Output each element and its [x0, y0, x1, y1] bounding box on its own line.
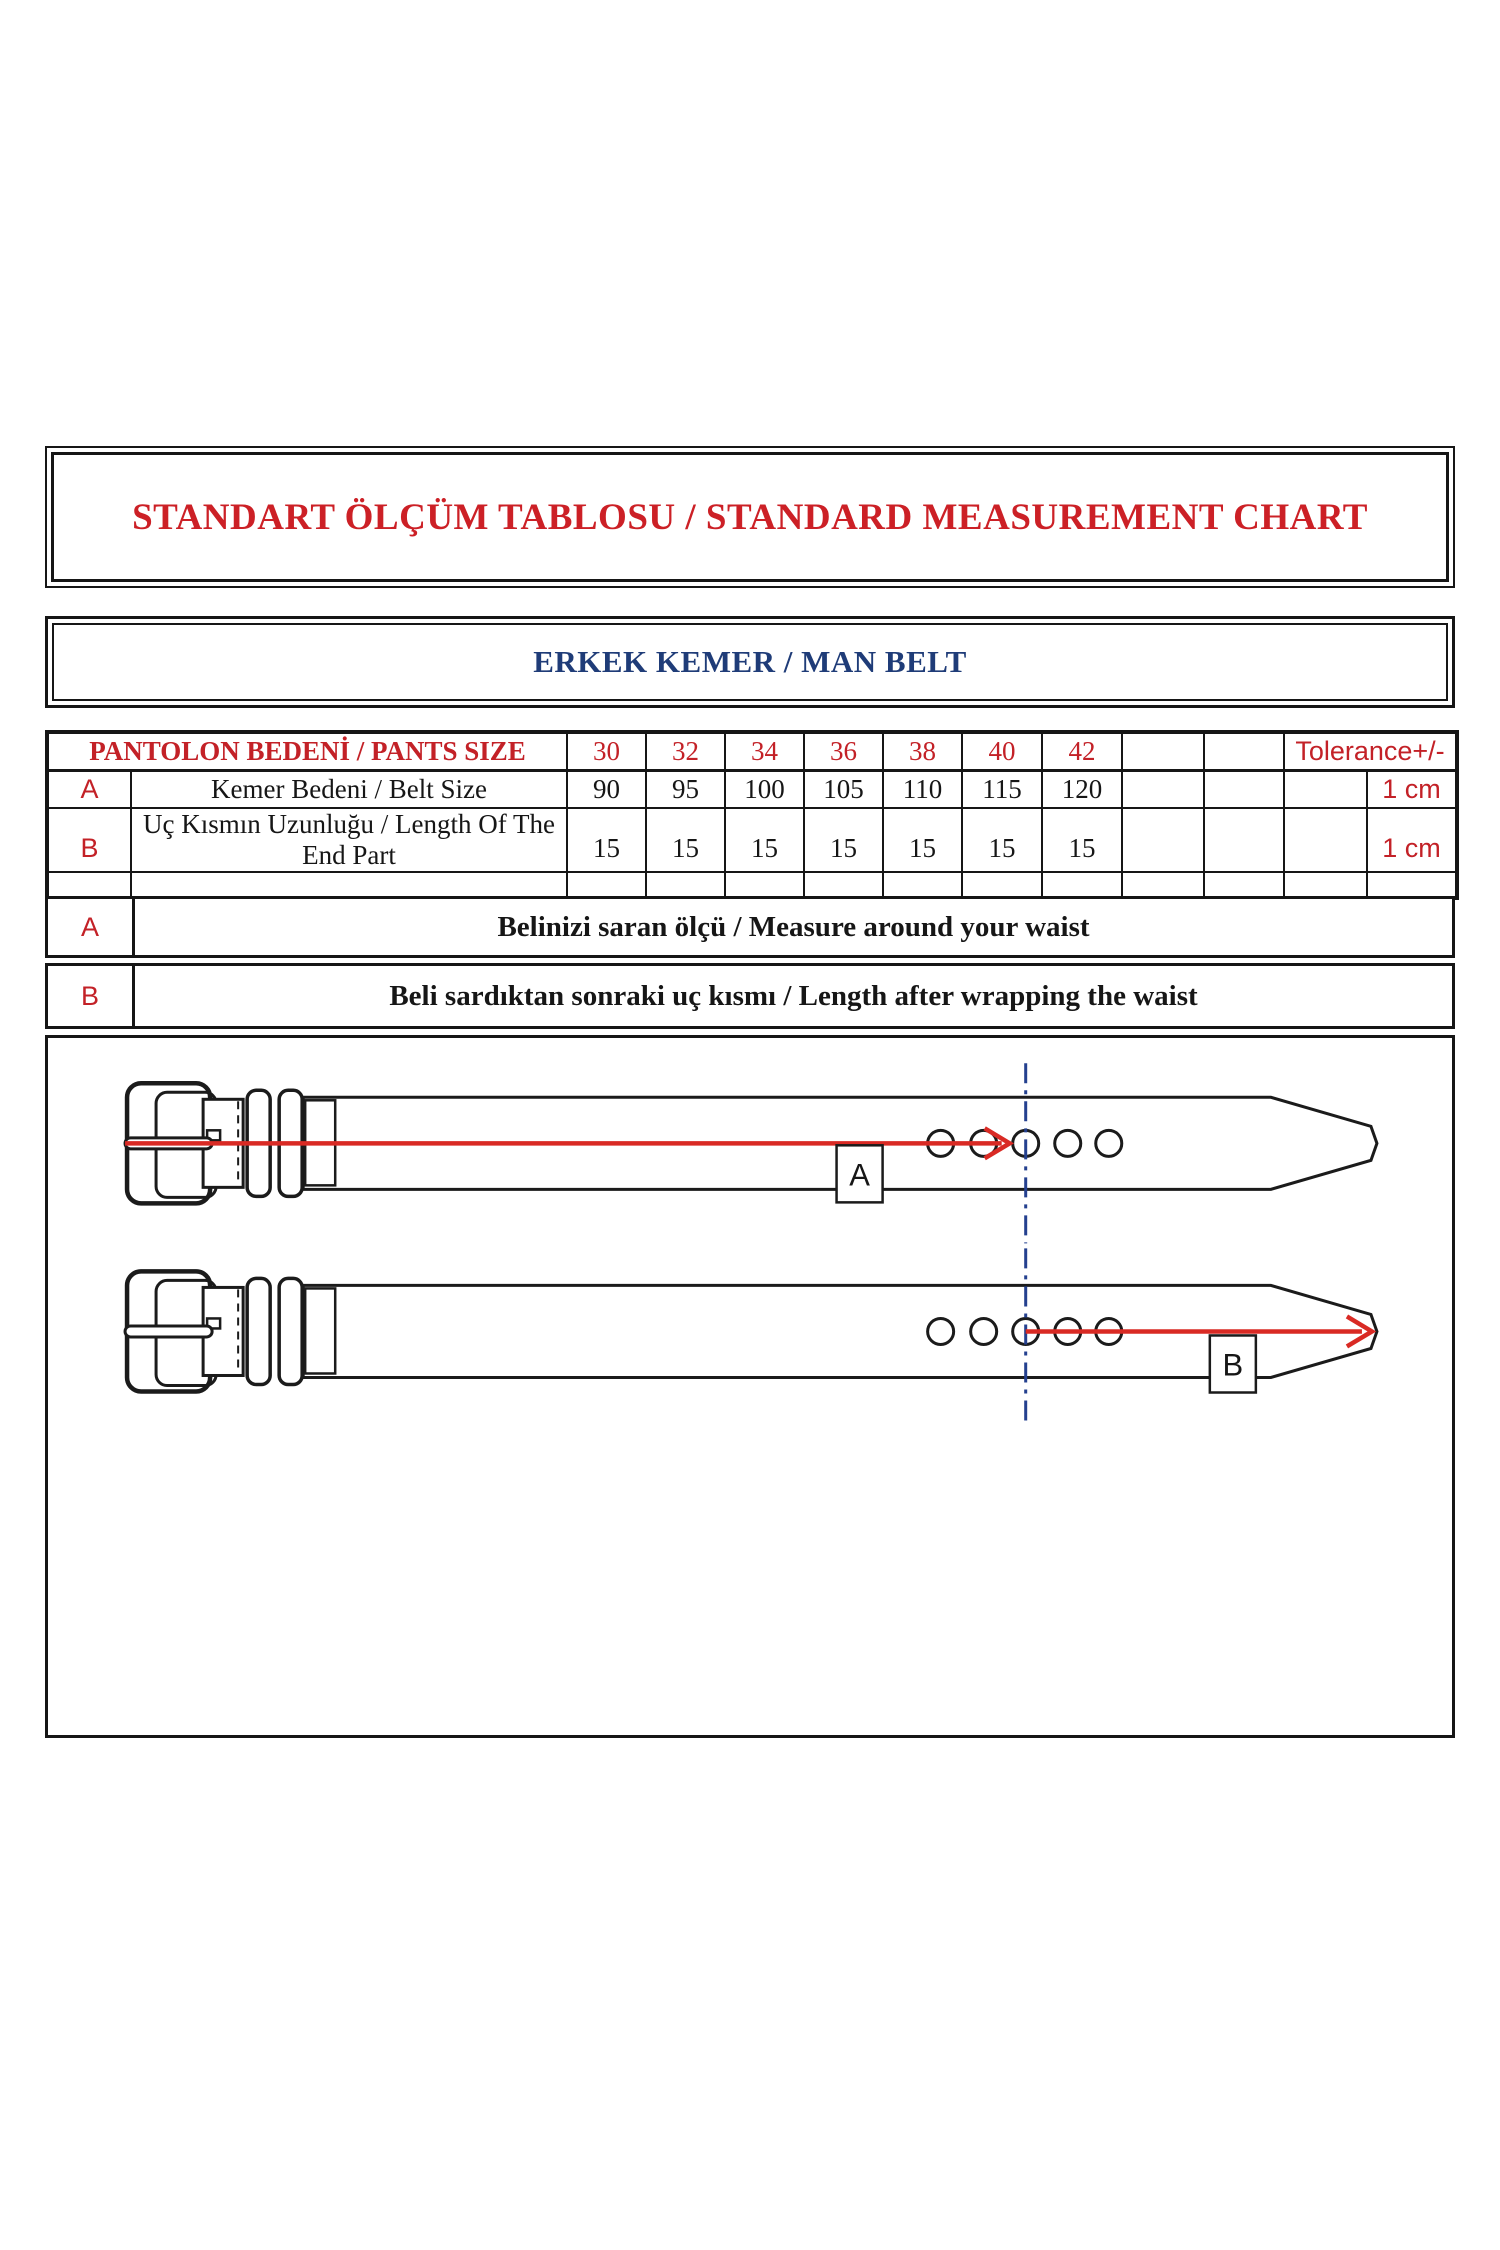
value-cell: 15: [566, 806, 648, 874]
label-b-text: B: [1223, 1347, 1244, 1382]
size-col-header: 30: [566, 731, 648, 772]
size-col-header: 38: [882, 731, 964, 772]
pants-size-header: PANTOLON BEDENİ / PANTS SIZE: [45, 731, 569, 772]
table-row-end-part: B Uç Kısmın Uzunluğu / Length Of The End…: [46, 806, 1459, 874]
size-col-header: 34: [724, 731, 806, 772]
row-marker-b: B: [46, 806, 132, 874]
measure-arrow-a: [125, 1126, 1015, 1161]
value-cell: 115: [961, 769, 1044, 809]
value-cell: 15: [724, 806, 806, 874]
empty-cell: [1121, 731, 1206, 772]
empty-cell: [1203, 769, 1286, 809]
belt-diagram: A B: [48, 1063, 1452, 1424]
section-title: ERKEK KEMER / MAN BELT: [533, 644, 967, 679]
size-col-header: 36: [803, 731, 885, 772]
measurement-table: PANTOLON BEDENİ / PANTS SIZE 30 32 34 36…: [45, 730, 1460, 901]
value-cell: 15: [882, 806, 964, 874]
size-col-header: 32: [645, 731, 727, 772]
measure-arrow-b: [1025, 1314, 1377, 1349]
value-cell: 90: [566, 769, 648, 809]
value-cell: 15: [1041, 806, 1124, 874]
value-cell: 120: [1041, 769, 1124, 809]
row-label: Uç Kısmın Uzunluğu / Length Of The End P…: [129, 806, 569, 874]
table-empty-row: [46, 871, 1459, 900]
empty-cell: [1283, 806, 1369, 874]
value-cell: 15: [645, 806, 727, 874]
label-box-a: A: [835, 1144, 884, 1204]
title-box-inner: STANDART ÖLÇÜM TABLOSU / STANDARD MEASUR…: [51, 452, 1449, 582]
size-col-header: 40: [961, 731, 1044, 772]
value-cell: 105: [803, 769, 885, 809]
note-marker-a: A: [48, 899, 135, 955]
note-row-a: A Belinizi saran ölçü / Measure around y…: [45, 896, 1455, 958]
subtitle-box-inner: ERKEK KEMER / MAN BELT: [52, 623, 1448, 701]
size-col-header: 42: [1041, 731, 1124, 772]
row-label: Kemer Bedeni / Belt Size: [129, 769, 569, 809]
table-row-belt-size: A Kemer Bedeni / Belt Size 90 95 100 105…: [46, 769, 1459, 809]
empty-cell: [1203, 806, 1286, 874]
empty-cell: [1283, 769, 1369, 809]
value-cell: 15: [803, 806, 885, 874]
note-row-b: B Beli sardıktan sonraki uç kısmı / Leng…: [45, 963, 1455, 1029]
tolerance-value: 1 cm: [1366, 806, 1459, 874]
row-marker-a: A: [46, 769, 132, 809]
empty-cell: [1121, 769, 1206, 809]
empty-cell: [1121, 806, 1206, 874]
empty-cell: [1203, 731, 1286, 772]
title-box: STANDART ÖLÇÜM TABLOSU / STANDARD MEASUR…: [45, 446, 1455, 588]
value-cell: 15: [961, 806, 1044, 874]
note-text-a: Belinizi saran ölçü / Measure around you…: [497, 910, 1090, 943]
value-cell: 95: [645, 769, 727, 809]
value-cell: 100: [724, 769, 806, 809]
page-title: STANDART ÖLÇÜM TABLOSU / STANDARD MEASUR…: [132, 496, 1368, 538]
belt-diagram-box: A B: [45, 1035, 1455, 1738]
note-text-b: Beli sardıktan sonraki uç kısmı / Length…: [389, 979, 1198, 1012]
value-cell: 110: [882, 769, 964, 809]
label-box-b: B: [1208, 1334, 1258, 1394]
tolerance-value: 1 cm: [1366, 769, 1459, 809]
subtitle-box: ERKEK KEMER / MAN BELT: [45, 616, 1455, 708]
note-marker-b: B: [48, 966, 135, 1026]
label-a-text: A: [849, 1157, 870, 1192]
table-header-row: PANTOLON BEDENİ / PANTS SIZE 30 32 34 36…: [45, 731, 1459, 772]
tolerance-header: Tolerance+/-: [1283, 731, 1459, 772]
